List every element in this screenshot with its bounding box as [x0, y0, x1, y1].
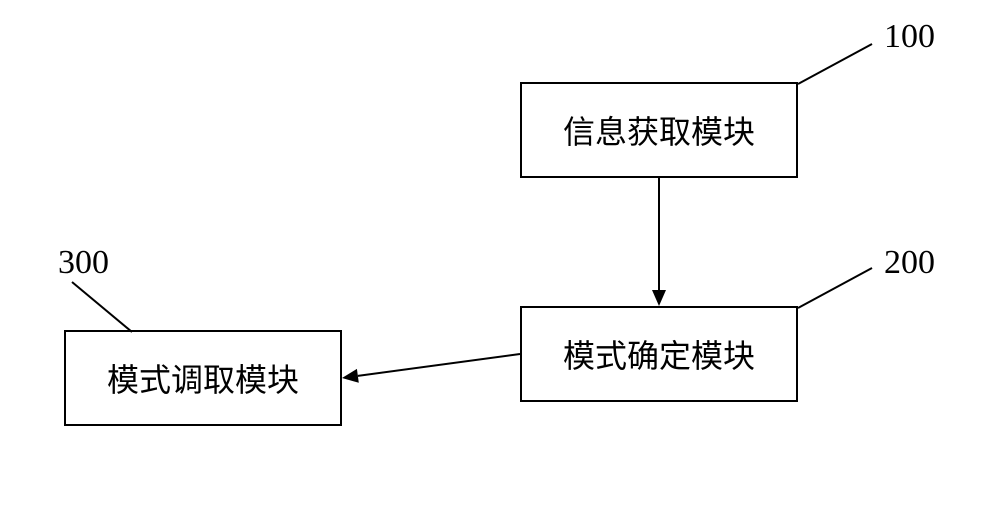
connectors-layer: [0, 0, 1000, 523]
node-text-n200: 模式确定模块: [563, 331, 755, 377]
callout-label-n100: 100: [884, 18, 935, 56]
node-n100: 信息获取模块: [520, 82, 798, 178]
node-text-n300: 模式调取模块: [107, 355, 299, 401]
callout-label-n200: 200: [884, 244, 935, 282]
node-n200: 模式确定模块: [520, 306, 798, 402]
node-text-n100: 信息获取模块: [563, 107, 755, 153]
node-n300: 模式调取模块: [64, 330, 342, 426]
diagram-canvas: 信息获取模块模式确定模块模式调取模块 100 200 300: [0, 0, 1000, 523]
callout-label-n300: 300: [58, 244, 109, 282]
